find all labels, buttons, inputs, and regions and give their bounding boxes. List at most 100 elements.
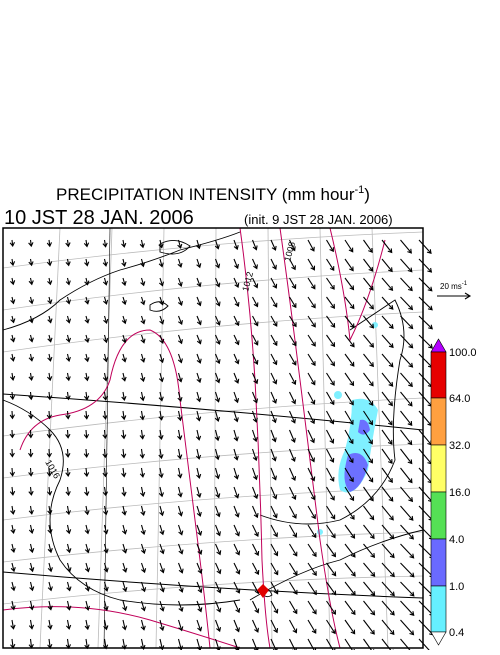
wind-arrow [307, 353, 316, 367]
wind-arrow [400, 524, 415, 540]
wind-arrow [28, 410, 34, 420]
wind-arrow [10, 619, 16, 630]
wind-arrow [252, 277, 259, 289]
wind-arrow [214, 486, 221, 499]
wind-arrow [233, 467, 240, 480]
wind-arrow [65, 296, 72, 305]
wind-arrow [326, 372, 335, 386]
wind-arrow [83, 448, 90, 459]
colorbar-segment [430, 585, 447, 633]
init-time: (init. 9 JST 28 JAN. 2006) [244, 212, 393, 227]
wind-arrow [363, 543, 376, 558]
wind-arrow [102, 448, 108, 459]
wind-arrow [344, 524, 356, 539]
wind-arrow [270, 543, 279, 557]
wind-arrow [233, 486, 240, 499]
wind-arrow [46, 239, 53, 248]
wind-arrow [140, 562, 147, 574]
wind-arrow [139, 410, 146, 421]
wind-arrow [400, 600, 415, 616]
wind-arrow [196, 581, 203, 594]
wind-arrow [121, 258, 127, 268]
wind-arrow [381, 562, 395, 578]
wind-arrow [140, 372, 146, 383]
wind-arrow [65, 505, 72, 516]
wind-arrow [233, 581, 241, 594]
wind-arrow [103, 353, 109, 363]
wind-arrow [103, 524, 109, 535]
valid-time: 10 JST 28 JAN. 2006 [4, 207, 194, 229]
wind-arrow [47, 334, 53, 343]
wind-arrow [158, 391, 164, 402]
wind-arrow [326, 258, 335, 272]
wind-arrow [233, 353, 240, 365]
wind-arrow [66, 600, 72, 611]
wind-arrow [270, 296, 278, 308]
wind-arrow [158, 448, 164, 460]
wind-arrow [381, 239, 393, 254]
colorbar-top [430, 338, 447, 353]
wind-arrow [400, 372, 413, 388]
wind-arrow [214, 543, 222, 556]
wind-arrow [307, 239, 315, 252]
wind-arrow [65, 372, 71, 382]
wind-arrow [233, 543, 241, 556]
wind-arrow [214, 334, 221, 345]
wind-arrow [9, 372, 16, 382]
wind-arrow [103, 334, 109, 344]
wind-arrow [195, 448, 202, 460]
wind-arrow [46, 372, 53, 382]
wind-arrow [307, 372, 316, 386]
colorbar-label: 16.0 [449, 487, 470, 499]
wind-arrow [307, 277, 316, 290]
wind-arrow [196, 619, 203, 632]
wind-arrow [120, 429, 127, 440]
wind-arrow [196, 467, 202, 480]
wind-arrow [214, 258, 221, 269]
wind-arrow [363, 524, 375, 540]
wind-arrow [84, 581, 91, 592]
wind-arrow [233, 562, 241, 575]
wind-arrow [159, 562, 165, 574]
wind-arrow [65, 258, 71, 267]
wind-arrow [214, 581, 222, 594]
wind-arrow [196, 277, 202, 288]
wind-arrow [84, 334, 90, 343]
wind-arrow [363, 600, 376, 616]
wind-arrow [326, 524, 336, 539]
wind-arrow [381, 600, 395, 616]
wind-arrow [363, 562, 376, 577]
wind-arrow [326, 486, 335, 501]
wind-arrow [326, 391, 335, 406]
wind-arrow [326, 429, 335, 444]
wind-arrow [252, 296, 259, 308]
wind-arrow [65, 353, 71, 363]
wind-arrow [28, 372, 34, 382]
wind-arrow [196, 372, 202, 384]
wind-arrow [177, 353, 183, 364]
wind-arrow [177, 258, 183, 268]
wind-arrow [400, 429, 413, 446]
wind-arrow [121, 353, 127, 363]
wind-arrow [84, 315, 90, 324]
wind-arrow [251, 486, 259, 500]
wind-arrow [288, 467, 297, 482]
wind-arrow [46, 391, 53, 401]
wind-arrow [233, 334, 240, 346]
wind-arrow [214, 372, 221, 384]
wind-arrow [196, 543, 203, 555]
wind-arrow [196, 600, 203, 613]
wind-arrow [10, 296, 16, 305]
colorbar-label: 32.0 [449, 440, 470, 452]
wind-arrow [270, 239, 277, 251]
wind-arrow [363, 334, 375, 348]
wind-arrow [251, 429, 258, 443]
wind-arrow [214, 296, 221, 307]
colorbar-label: 64.0 [449, 393, 470, 405]
wind-arrow [84, 543, 91, 554]
wind-arrow [400, 448, 413, 465]
wind-arrow [270, 562, 279, 576]
wind-arrow [177, 600, 184, 613]
wind-arrow [326, 543, 336, 558]
